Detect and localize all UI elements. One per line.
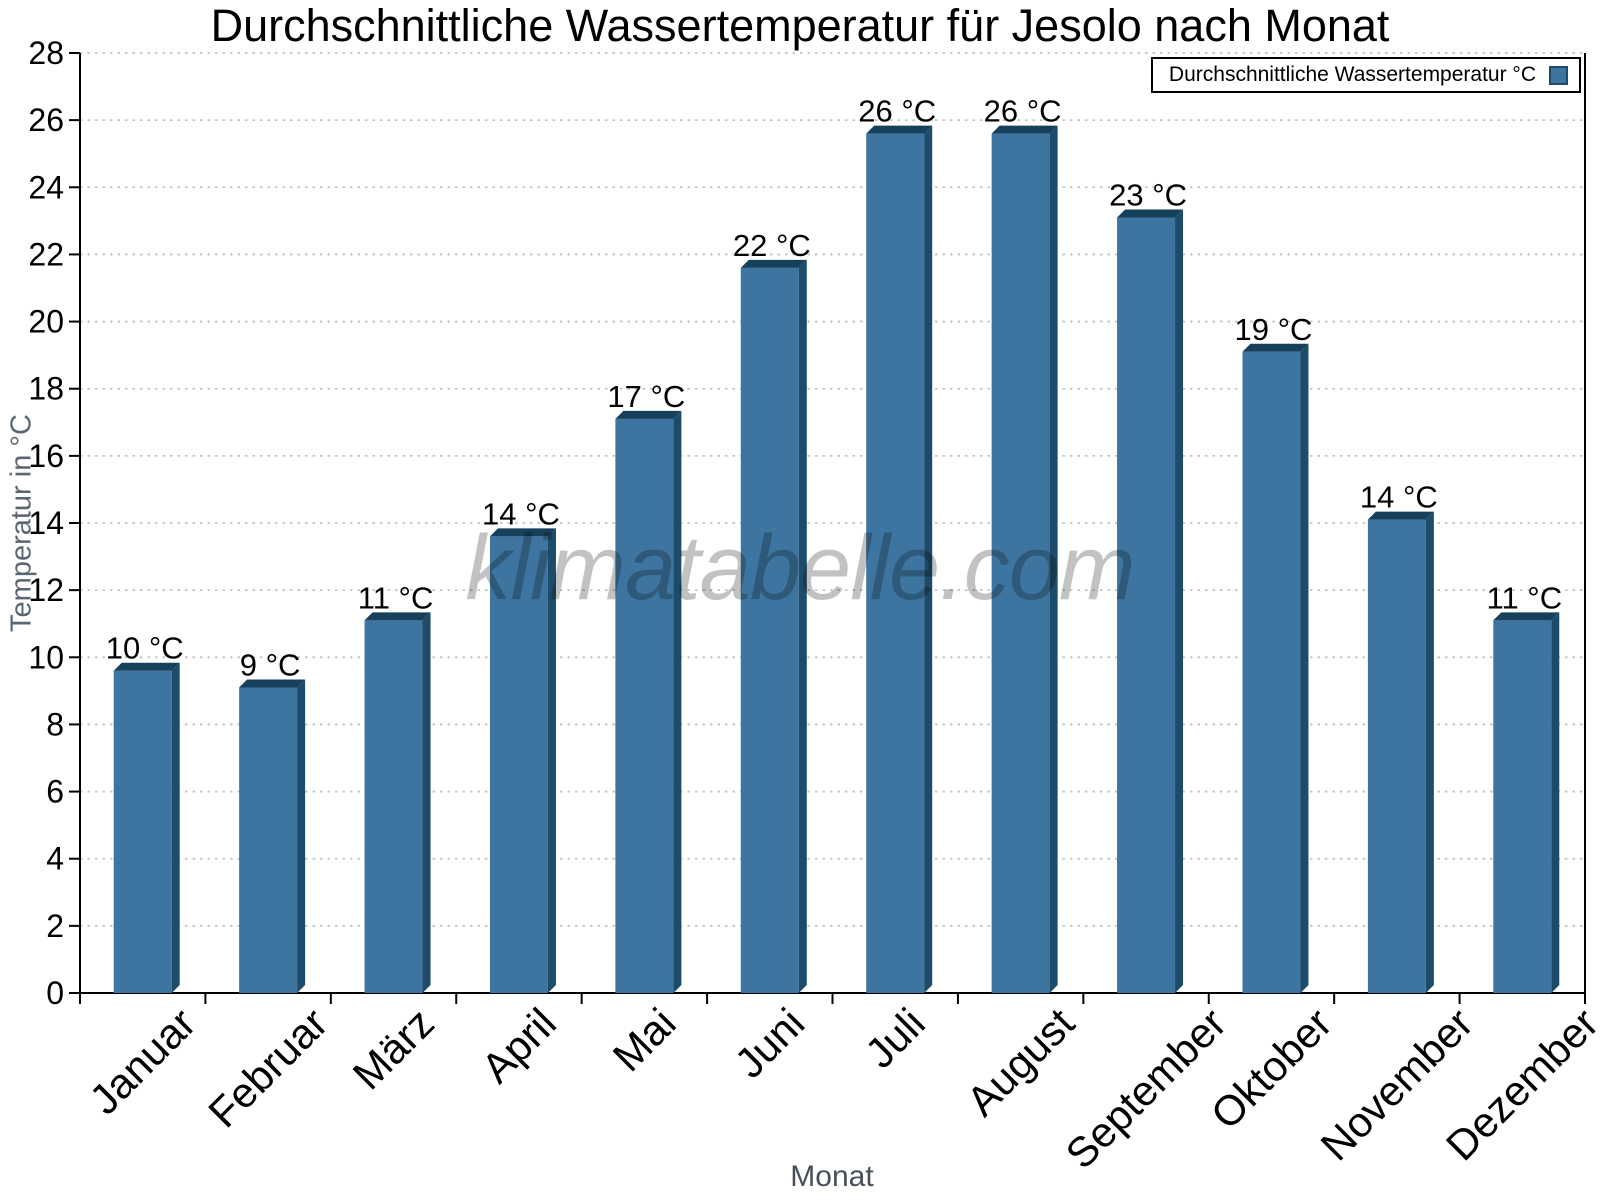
bar-face [1300, 343, 1309, 993]
bar-oktober[interactable] [1242, 343, 1309, 993]
y-tick-label: 22 [28, 236, 64, 272]
bar-juni[interactable] [740, 259, 807, 993]
bar-face [866, 125, 933, 134]
bar-august[interactable] [991, 125, 1058, 994]
bar-value-label: 9 °C [240, 648, 301, 683]
bar-face [991, 133, 1050, 994]
x-tick-label: September [1057, 999, 1236, 1178]
legend-label: Durchschnittliche Wassertemperatur °C [1168, 63, 1536, 86]
y-tick-label: 2 [46, 908, 64, 944]
x-tick-label: März [344, 999, 443, 1098]
bar-value-label: 26 °C [858, 94, 936, 129]
bar-juli[interactable] [866, 125, 933, 994]
bar-face [798, 259, 807, 993]
bar-dezember[interactable] [1493, 612, 1560, 993]
bar-face [673, 410, 682, 993]
legend[interactable]: Durchschnittliche Wassertemperatur °C [1150, 57, 1581, 93]
bar-januar[interactable] [113, 662, 180, 993]
bar-face [1367, 511, 1434, 520]
bar-face [1551, 612, 1560, 993]
bar-value-label: 11 °C [1487, 580, 1563, 615]
bar-face [547, 528, 556, 993]
bar-face [489, 528, 556, 537]
bar-face [364, 612, 431, 621]
bar-mai[interactable] [615, 410, 682, 993]
legend-swatch-icon [1549, 65, 1568, 85]
bar-face [239, 687, 298, 993]
x-axis-title: Monat [790, 1160, 874, 1193]
y-tick-label: 10 [28, 639, 64, 675]
bar-face [239, 679, 306, 688]
bar-face [615, 418, 674, 993]
bar-face [1493, 620, 1552, 993]
x-tick-label: Juni [726, 999, 814, 1087]
bar-value-label: 22 °C [733, 228, 811, 263]
bar-face [866, 133, 925, 994]
x-tick-label: Januar [80, 999, 204, 1123]
bar-face [924, 125, 933, 994]
bar-april[interactable] [489, 528, 556, 993]
bar-september[interactable] [1117, 209, 1184, 994]
y-axis-title: Temperatur in °C [5, 414, 38, 632]
bar-face [113, 670, 172, 993]
bar-face [991, 125, 1058, 134]
bar-februar[interactable] [239, 679, 306, 994]
y-tick-label: 4 [46, 841, 64, 877]
bar-face [1117, 209, 1184, 218]
bar-value-label: 26 °C [984, 94, 1062, 129]
bar-face [489, 536, 548, 993]
bar-value-label: 17 °C [607, 379, 685, 414]
bar-face [422, 612, 431, 993]
bar-face [171, 662, 180, 993]
y-tick-label: 18 [28, 371, 64, 407]
bar-face [1049, 125, 1058, 994]
y-tick-label: 26 [28, 102, 64, 138]
bar-value-label: 11 °C [358, 580, 434, 615]
bar-face [740, 259, 807, 268]
bar-face [1367, 519, 1426, 993]
bar-value-label: 14 °C [1360, 480, 1438, 515]
y-tick-label: 6 [46, 774, 64, 810]
bar-face [1242, 343, 1309, 352]
y-tick-label: 12 [28, 572, 64, 608]
x-tick-label: Juli [856, 999, 934, 1077]
bar-november[interactable] [1367, 511, 1434, 993]
bar-value-label: 14 °C [482, 496, 560, 531]
y-tick-label: 24 [28, 169, 64, 205]
x-tick-label: Mai [604, 999, 685, 1080]
bar-face [1175, 209, 1184, 993]
bar-face [1242, 351, 1301, 993]
x-tick-label: August [958, 999, 1084, 1125]
bar-face [297, 679, 306, 993]
x-tick-label: Februar [199, 999, 336, 1136]
y-tick-label: 16 [28, 438, 64, 474]
bar-maerz[interactable] [364, 612, 431, 993]
y-tick-label: 28 [28, 35, 64, 71]
bar-face [1493, 612, 1560, 621]
y-tick-label: 20 [28, 304, 64, 340]
bar-face [1425, 511, 1434, 993]
bar-face [1117, 217, 1176, 993]
y-tick-label: 8 [46, 706, 64, 742]
bar-face [364, 620, 423, 993]
bar-value-label: 10 °C [106, 631, 184, 666]
bar-face [740, 267, 799, 993]
bar-face [615, 410, 682, 419]
y-tick-label: 14 [28, 505, 64, 541]
y-tick-label: 0 [46, 975, 64, 1011]
x-tick-label: April [472, 999, 565, 1092]
bar-value-label: 19 °C [1235, 312, 1313, 347]
bar-value-label: 23 °C [1109, 178, 1187, 213]
page-title: Durchschnittliche Wassertemperatur für J… [210, 0, 1390, 51]
bar-face [113, 662, 180, 671]
